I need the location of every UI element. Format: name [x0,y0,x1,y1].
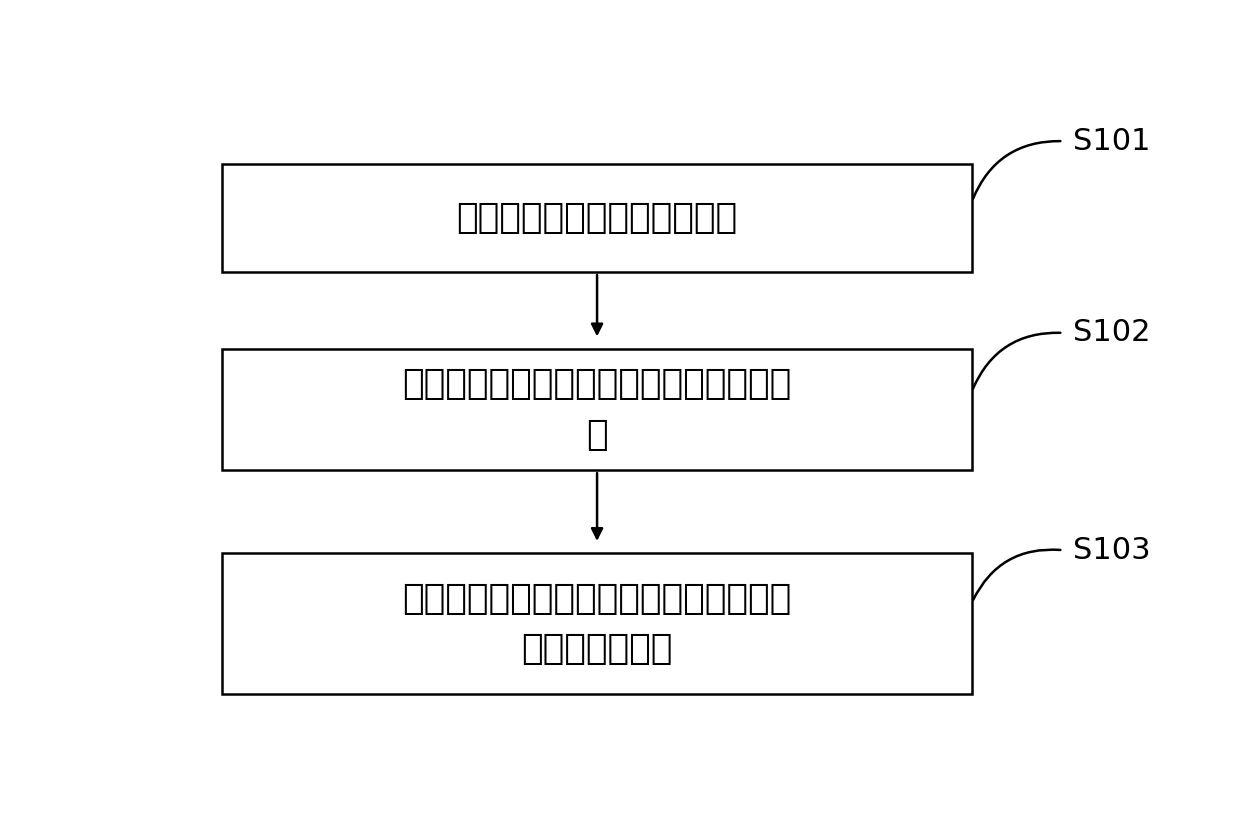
Bar [222,164,972,272]
Text: 将读取的档案条目信息转换成相应的二维
码: 将读取的档案条目信息转换成相应的二维 码 [403,368,791,452]
Text: S102: S102 [1073,319,1151,348]
Text: 按行读取每份档案的条目信息: 按行读取每份档案的条目信息 [456,201,738,235]
Bar [222,554,972,694]
Text: S101: S101 [1073,127,1151,156]
Bar [222,349,972,471]
Text: 将转换成的二维码曝光在相应的档案缩微
影像前面或后面: 将转换成的二维码曝光在相应的档案缩微 影像前面或后面 [403,582,791,666]
Text: S103: S103 [1073,535,1151,564]
